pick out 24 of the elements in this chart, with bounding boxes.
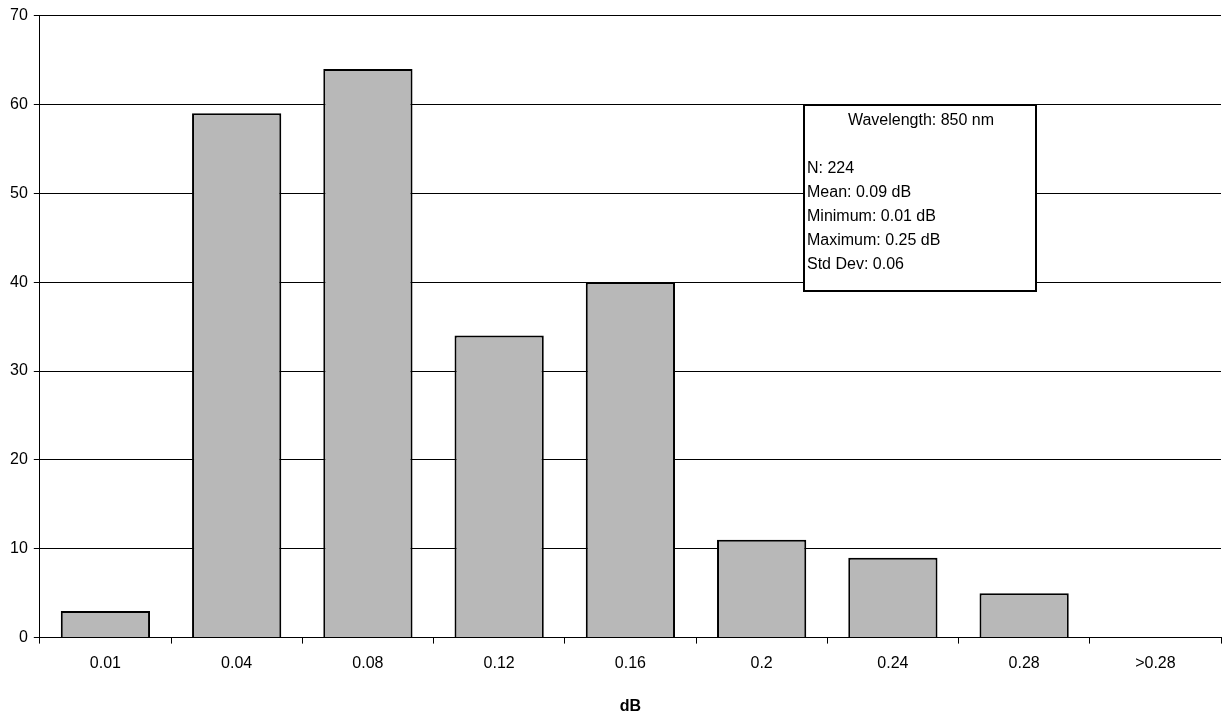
y-tick-label: 30	[10, 361, 28, 379]
y-tick-label: 20	[10, 450, 28, 468]
annotation: Wavelength: 850 nm	[846, 110, 996, 130]
x-tick-label: 0.16	[614, 653, 647, 671]
x-tick-label: 0.24	[877, 653, 909, 671]
annotation: Mean: 0.09 dB	[807, 182, 913, 202]
annotation: N: 224	[807, 158, 856, 178]
x-tick-label: 0.2	[750, 653, 773, 671]
y-tick-label: 60	[10, 94, 28, 112]
x-tick-label: >0.28	[1135, 653, 1176, 671]
y-tick-label: 0	[18, 628, 28, 646]
x-axis-title: dB	[619, 696, 642, 714]
y-tick-label: 40	[10, 272, 28, 290]
x-tick-label: 0.01	[89, 653, 122, 671]
x-tick-label: 0.12	[483, 653, 515, 671]
annotation: Minimum: 0.01 dB	[807, 206, 937, 226]
annotation: Maximum: 0.25 dB	[807, 230, 942, 250]
x-tick-label: 0.04	[221, 653, 253, 671]
y-tick-label: 70	[10, 6, 28, 24]
annotation: Std Dev: 0.06	[807, 254, 905, 274]
x-tick-label: 0.08	[352, 653, 384, 671]
x-tick-label: 0.28	[1008, 653, 1040, 671]
y-tick-label: 10	[10, 539, 28, 557]
y-tick-label: 50	[10, 183, 28, 201]
